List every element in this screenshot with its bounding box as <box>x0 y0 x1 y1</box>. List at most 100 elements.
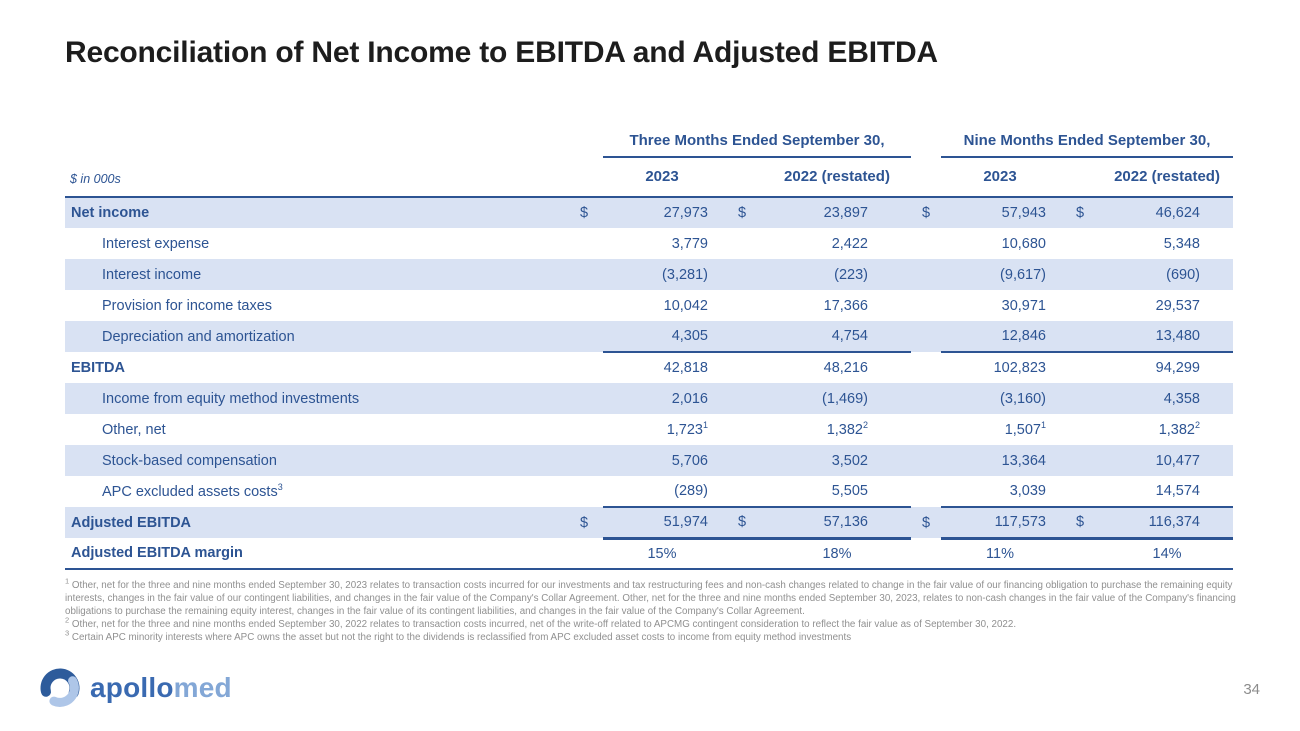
pad-cell <box>1213 352 1233 383</box>
pad-cell <box>881 445 911 476</box>
gutter-dollar-cell <box>911 476 941 507</box>
dollar-sign-cell: $ <box>1059 507 1101 540</box>
value-cell: 94,299 <box>1155 360 1200 376</box>
dollar-sign-cell <box>565 414 603 445</box>
group-header-row: Three Months Ended September 30, Nine Mo… <box>65 128 1234 158</box>
value-cell: 51,974 <box>603 507 721 540</box>
footnote-marker: 1 <box>65 576 70 586</box>
value-cell: (1,469) <box>822 390 868 407</box>
table-row: Income from equity method investments 2,0… <box>65 383 1234 414</box>
table-row: Adjusted EBITDA $51,974 $57,136 $117,573 $11… <box>65 507 1234 540</box>
footnotes: 1 Other, net for the three and nine mont… <box>65 576 1237 644</box>
table-row: Depreciation and amortization 4,305 4,754 1… <box>65 321 1234 353</box>
value-cell: 3,779 <box>671 235 708 252</box>
footnote-reference: 2 <box>1194 419 1200 430</box>
dollar-sign-cell <box>1059 476 1101 508</box>
apollomed-swirl-icon <box>40 668 80 707</box>
pad-cell <box>1213 290 1233 321</box>
dollar-sign-cell <box>721 290 763 321</box>
year-header: 2023 <box>645 168 679 185</box>
spacer-cell <box>721 157 763 197</box>
value-cell: 48,216 <box>823 360 868 376</box>
dollar-sign-cell <box>721 352 763 383</box>
value-cell: 12,846 <box>941 321 1059 353</box>
row-label: Interest income <box>102 266 202 283</box>
row-label: Adjusted EBITDA margin <box>65 538 565 570</box>
dollar-sign-cell <box>1059 352 1101 383</box>
pad-cell <box>881 228 911 259</box>
pad-cell <box>1213 414 1233 445</box>
value-cell: 13,364 <box>1001 452 1046 469</box>
dollar-sign-cell <box>1059 228 1101 259</box>
pad-cell <box>881 321 911 353</box>
pad-cell <box>1213 196 1234 228</box>
pad-cell <box>881 259 911 290</box>
value-cell: 116,374 <box>1101 507 1213 540</box>
value-cell: 2,016 <box>671 390 708 407</box>
year-header: 2022 (restated) <box>1114 168 1220 185</box>
footnote-marker: 2 <box>65 615 70 625</box>
dollar-sign-cell: $ <box>565 196 603 228</box>
value-cell: 3,039 <box>941 476 1059 508</box>
dollar-sign-cell <box>721 476 763 508</box>
dollar-sign-cell <box>1059 414 1101 445</box>
pad-cell <box>881 507 911 540</box>
footnote: 2 Other, net for the three and nine mont… <box>65 615 1237 631</box>
gutter-dollar-cell <box>911 228 941 259</box>
value-cell: 2,422 <box>831 235 868 252</box>
value-cell: 117,573 <box>941 507 1059 540</box>
footnote: 3 Certain APC minority interests where A… <box>65 628 1237 644</box>
spacer-cell <box>65 128 565 157</box>
year-header: 2022 (restated) <box>784 168 890 185</box>
pad-cell <box>881 196 911 228</box>
value-cell: 5,348 <box>1163 235 1200 252</box>
pad-cell <box>1213 445 1233 476</box>
value-cell: 1,5071 <box>1004 419 1046 438</box>
value-cell: 57,136 <box>763 507 881 540</box>
row-label: APC excluded assets costs3 <box>102 481 283 500</box>
reconciliation-table: Three Months Ended September 30, Nine Mo… <box>65 128 1234 570</box>
table-row: EBITDA 42,818 48,216 102,823 94,299 <box>65 352 1233 383</box>
table-row: Adjusted EBITDA margin 15% 18% 11% 14% <box>65 538 1234 570</box>
row-label: Other, net <box>102 421 166 438</box>
value-cell: 1,3822 <box>1158 419 1200 438</box>
value-cell: 4,754 <box>763 321 881 353</box>
dollar-sign-cell: $ <box>721 507 763 540</box>
row-label: Stock-based compensation <box>102 452 277 469</box>
table-row: APC excluded assets costs3 (289) 5,505 3,03… <box>65 476 1234 508</box>
spacer-cell <box>1059 157 1101 197</box>
dollar-sign-cell <box>565 445 603 476</box>
dollar-sign-cell <box>565 321 603 352</box>
dollar-sign-cell <box>721 383 763 414</box>
dollar-sign-cell <box>721 445 763 476</box>
gutter-dollar-cell <box>911 290 941 321</box>
row-label: EBITDA <box>71 359 125 376</box>
value-cell: 10,042 <box>663 297 708 314</box>
footnote-text: Other, net for the three and nine months… <box>69 619 1017 630</box>
row-label: Interest expense <box>102 235 210 252</box>
year-header: 2023 <box>983 168 1017 185</box>
gutter-dollar-cell <box>911 414 941 445</box>
gutter-dollar-cell <box>911 321 941 352</box>
row-label: Income from equity method investments <box>102 390 360 407</box>
spacer-cell <box>565 128 603 157</box>
footnote-reference: 3 <box>277 481 283 492</box>
value-cell: 11% <box>941 538 1059 570</box>
dollar-sign-cell <box>721 538 763 570</box>
value-cell: 10,680 <box>1001 235 1046 252</box>
value-cell: (9,617) <box>1000 266 1046 283</box>
value-cell: 10,477 <box>1155 452 1200 469</box>
pad-cell <box>881 414 911 445</box>
gutter-dollar-cell <box>911 259 941 290</box>
spacer-cell <box>565 157 603 197</box>
pad-cell <box>1213 259 1233 290</box>
dollar-sign-cell <box>1059 321 1101 353</box>
dollar-sign-cell <box>1059 383 1101 414</box>
dollar-sign-cell <box>721 321 763 353</box>
dollar-sign-cell <box>565 352 603 383</box>
gutter-dollar-cell <box>911 383 941 414</box>
gutter-dollar-cell <box>911 352 941 383</box>
footnote-marker: 3 <box>65 628 70 638</box>
value-cell: 13,480 <box>1101 321 1213 353</box>
